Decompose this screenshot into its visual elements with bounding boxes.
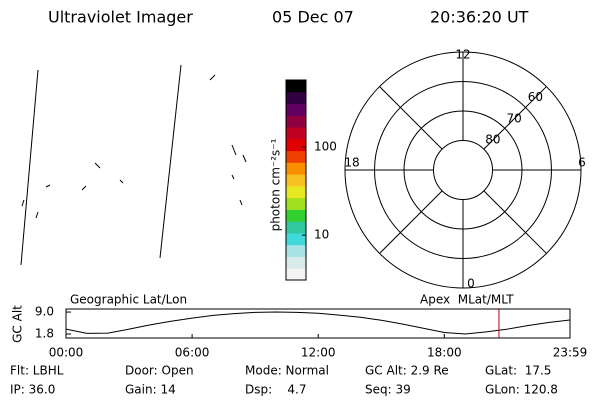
colorbar-cell bbox=[286, 115, 306, 128]
lat-circle bbox=[433, 140, 493, 200]
lat-label: 80 bbox=[485, 133, 500, 147]
lat-circle bbox=[403, 110, 523, 230]
colorbar-cell bbox=[286, 80, 306, 93]
altitude-line bbox=[65, 311, 571, 335]
colorbar-cell bbox=[286, 185, 306, 199]
x-tick-label: 12:00 bbox=[301, 346, 336, 360]
spoke bbox=[379, 190, 443, 254]
panel-title: Apex MLat/MLT bbox=[420, 293, 514, 307]
polar-grid: 80 70 60 bbox=[344, 51, 582, 289]
lat-circle bbox=[344, 51, 582, 289]
status-field: Mode: Normal bbox=[245, 364, 329, 378]
altitude-plot: 9.0 1.8 00:00 06:00 12:00 18:00 23:59 bbox=[35, 305, 587, 360]
status-field: GLon: 120.8 bbox=[485, 383, 558, 397]
colorbar-cell bbox=[286, 209, 306, 222]
y-tick-label: 9.0 bbox=[35, 305, 54, 319]
colorbar-cell bbox=[286, 91, 306, 105]
x-tick-label: 00:00 bbox=[49, 346, 84, 360]
x-tick-label: 06:00 bbox=[175, 346, 210, 360]
spoke bbox=[483, 86, 547, 150]
colorbar-cell bbox=[286, 256, 306, 269]
title: Ultraviolet Imager bbox=[48, 8, 193, 27]
footer: Flt: LBHL Door: Open Mode: Normal GC Alt: 2… bbox=[10, 364, 558, 397]
colorbar-tick-label: 100 bbox=[314, 139, 337, 153]
colorbar-cell bbox=[286, 268, 306, 281]
status-field: Seq: 39 bbox=[365, 383, 411, 397]
colorbar-label: photon cm⁻²s⁻¹ bbox=[269, 138, 283, 231]
colorbar-cell bbox=[286, 150, 306, 163]
colorbar-frame bbox=[285, 79, 307, 281]
status-field: Flt: LBHL bbox=[10, 364, 64, 378]
spoke bbox=[379, 86, 443, 150]
colorbar-cell bbox=[286, 174, 306, 187]
time: 20:36:20 UT bbox=[430, 8, 529, 27]
colorbar: 10 100 bbox=[285, 79, 337, 281]
mlt-label: 18 bbox=[344, 156, 359, 170]
x-tick-label: 23:59 bbox=[553, 346, 588, 360]
spoke bbox=[483, 190, 547, 254]
status-field: Door: Open bbox=[125, 364, 194, 378]
colorbar-cell bbox=[286, 221, 306, 234]
lat-label: 60 bbox=[528, 90, 543, 104]
status-field: GC Alt: 2.9 Re bbox=[365, 364, 449, 378]
status-field: GLat: 17.5 bbox=[485, 364, 551, 378]
mlt-label: 12 bbox=[455, 48, 470, 62]
lat-circle bbox=[374, 81, 552, 259]
lat-label: 70 bbox=[506, 111, 521, 125]
colorbar-cell bbox=[286, 244, 306, 257]
panel-title: Geographic Lat/Lon bbox=[70, 293, 187, 307]
mlt-label: 0 bbox=[467, 277, 475, 291]
status-field: IP: 36.0 bbox=[10, 383, 55, 397]
colorbar-cell bbox=[286, 103, 306, 116]
colorbar-cell bbox=[286, 127, 306, 140]
status-field: Gain: 14 bbox=[125, 383, 176, 397]
colorbar-cell bbox=[286, 232, 306, 246]
x-tick-label: 18:00 bbox=[427, 346, 462, 360]
colorbar-cell bbox=[286, 197, 306, 210]
colorbar-tick-label: 10 bbox=[314, 228, 329, 242]
y-tick-label: 1.8 bbox=[35, 327, 54, 341]
mlt-label: 6 bbox=[578, 156, 586, 170]
colorbar-cell bbox=[286, 162, 306, 175]
y-axis-label: GC Alt bbox=[11, 305, 25, 343]
status-field: Dsp: 4.7 bbox=[245, 383, 307, 397]
date: 05 Dec 07 bbox=[272, 8, 354, 27]
colorbar-cell bbox=[286, 138, 306, 152]
image-panel bbox=[20, 64, 247, 266]
